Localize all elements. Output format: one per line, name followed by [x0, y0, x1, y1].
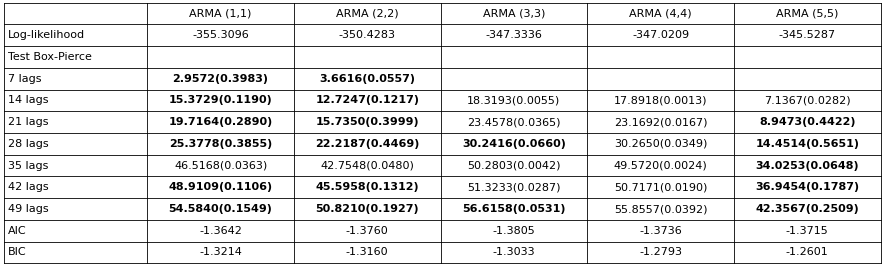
Text: -345.5287: -345.5287: [779, 30, 835, 40]
Text: -347.0209: -347.0209: [632, 30, 689, 40]
Text: 22.2187(0.4469): 22.2187(0.4469): [315, 139, 419, 149]
Text: -355.3096: -355.3096: [192, 30, 249, 40]
Text: -1.3805: -1.3805: [493, 226, 535, 236]
Text: 2.9572(0.3983): 2.9572(0.3983): [173, 74, 268, 84]
Text: 14.4514(0.5651): 14.4514(0.5651): [755, 139, 859, 149]
Text: 30.2416(0.0660): 30.2416(0.0660): [462, 139, 566, 149]
Text: ARMA (1,1): ARMA (1,1): [189, 9, 251, 19]
Text: 54.5840(0.1549): 54.5840(0.1549): [169, 204, 273, 214]
Text: 23.4578(0.0365): 23.4578(0.0365): [467, 117, 561, 127]
Text: -1.3033: -1.3033: [493, 247, 535, 257]
Text: -1.3214: -1.3214: [199, 247, 242, 257]
Text: 49 lags: 49 lags: [8, 204, 49, 214]
Text: 21 lags: 21 lags: [8, 117, 49, 127]
Text: 8.9473(0.4422): 8.9473(0.4422): [759, 117, 856, 127]
Text: -1.3736: -1.3736: [639, 226, 682, 236]
Text: Test Box-Pierce: Test Box-Pierce: [8, 52, 92, 62]
Text: 34.0253(0.0648): 34.0253(0.0648): [756, 161, 859, 171]
Text: 42.3567(0.2509): 42.3567(0.2509): [756, 204, 859, 214]
Text: -350.4283: -350.4283: [339, 30, 396, 40]
Text: 23.1692(0.0167): 23.1692(0.0167): [614, 117, 707, 127]
Text: 36.9454(0.1787): 36.9454(0.1787): [755, 182, 859, 192]
Text: 48.9109(0.1106): 48.9109(0.1106): [168, 182, 273, 192]
Text: ARMA (4,4): ARMA (4,4): [629, 9, 692, 19]
Text: 49.5720(0.0024): 49.5720(0.0024): [613, 161, 707, 171]
Text: 46.5168(0.0363): 46.5168(0.0363): [174, 161, 267, 171]
Text: 50.7171(0.0190): 50.7171(0.0190): [614, 182, 707, 192]
Text: 35 lags: 35 lags: [8, 161, 49, 171]
Text: -1.2601: -1.2601: [786, 247, 828, 257]
Text: ARMA (5,5): ARMA (5,5): [776, 9, 838, 19]
Text: 15.7350(0.3999): 15.7350(0.3999): [315, 117, 419, 127]
Text: 14 lags: 14 lags: [8, 95, 49, 105]
Text: ARMA (3,3): ARMA (3,3): [482, 9, 545, 19]
Text: BIC: BIC: [8, 247, 27, 257]
Text: 28 lags: 28 lags: [8, 139, 49, 149]
Text: 7.1367(0.0282): 7.1367(0.0282): [764, 95, 850, 105]
Text: 50.8210(0.1927): 50.8210(0.1927): [315, 204, 419, 214]
Text: -1.3715: -1.3715: [786, 226, 828, 236]
Text: -1.3642: -1.3642: [199, 226, 242, 236]
Text: 45.5958(0.1312): 45.5958(0.1312): [315, 182, 419, 192]
Text: 18.3193(0.0055): 18.3193(0.0055): [467, 95, 560, 105]
Text: -1.2793: -1.2793: [639, 247, 682, 257]
Text: 55.8557(0.0392): 55.8557(0.0392): [614, 204, 707, 214]
Text: 7 lags: 7 lags: [8, 74, 42, 84]
Text: 50.2803(0.0042): 50.2803(0.0042): [467, 161, 561, 171]
Text: Log-likelihood: Log-likelihood: [8, 30, 85, 40]
Text: -347.3336: -347.3336: [486, 30, 543, 40]
Text: 42.7548(0.0480): 42.7548(0.0480): [320, 161, 414, 171]
Text: 3.6616(0.0557): 3.6616(0.0557): [319, 74, 415, 84]
Text: 17.8918(0.0013): 17.8918(0.0013): [614, 95, 707, 105]
Text: 19.7164(0.2890): 19.7164(0.2890): [168, 117, 273, 127]
Text: 12.7247(0.1217): 12.7247(0.1217): [315, 95, 419, 105]
Text: 56.6158(0.0531): 56.6158(0.0531): [462, 204, 566, 214]
Text: 30.2650(0.0349): 30.2650(0.0349): [614, 139, 707, 149]
Text: -1.3760: -1.3760: [346, 226, 389, 236]
Text: 25.3778(0.3855): 25.3778(0.3855): [169, 139, 273, 149]
Text: 42 lags: 42 lags: [8, 182, 49, 192]
Text: 51.3233(0.0287): 51.3233(0.0287): [467, 182, 561, 192]
Text: AIC: AIC: [8, 226, 27, 236]
Text: ARMA (2,2): ARMA (2,2): [336, 9, 398, 19]
Text: 15.3729(0.1190): 15.3729(0.1190): [169, 95, 273, 105]
Text: -1.3160: -1.3160: [346, 247, 389, 257]
